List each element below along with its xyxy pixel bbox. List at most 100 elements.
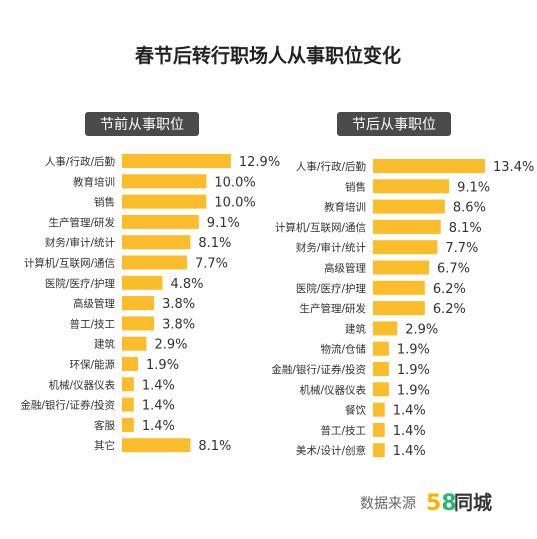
value-label: 1.4% [393,404,426,419]
bar [373,159,486,173]
brand-text: 同城 [454,491,492,514]
panel-after-header: 节后从事职位 [352,117,436,133]
category-label: 客服 [94,419,115,432]
category-label: 人事/行政/后勤 [296,160,366,173]
bar [122,377,134,392]
category-label: 销售 [94,196,115,209]
bar [373,341,389,356]
category-label: 建筑 [94,338,115,351]
value-label: 1.4% [142,419,175,434]
value-label: 1.4% [393,424,426,439]
value-label: 9.1% [457,180,490,195]
bar [122,255,187,270]
bar [122,316,155,331]
bar [122,174,207,189]
category-label: 计算机/互联网/通信 [275,221,366,234]
category-label: 物流/仓储 [320,343,366,356]
value-label: 1.4% [393,444,426,459]
value-label: 1.9% [146,358,179,373]
category-label: 餐饮 [345,404,366,417]
category-label: 医院/医疗/护理 [45,277,116,290]
value-label: 1.9% [397,383,430,398]
panel-before-header: 节前从事职位 [100,116,184,133]
value-label: 6.7% [437,262,470,277]
category-label: 普工/技工 [320,424,366,437]
value-label: 8.1% [449,221,482,236]
value-label: 1.9% [397,343,430,358]
category-label: 计算机/互联网/通信 [24,257,115,270]
bar [373,362,389,376]
panel-before-header-bg [85,112,199,136]
bar [373,260,430,275]
bar [373,443,385,458]
value-label: 2.9% [405,322,438,337]
panel-after-bars: 人事/行政/后勤 13.4% 销售 9.1% 教育培训 8.6% 计算机/互联网/通信 8.1… [271,159,534,459]
category-label: 人事/行政/后勤 [45,155,115,168]
bar [373,179,450,194]
chart-title: 春节后转行职场人从事职位变化 [135,44,401,67]
value-label: 12.9% [239,155,280,170]
category-label: 机械/仪器仪表 [48,378,115,391]
category-label: 教育培训 [73,175,115,188]
category-label: 普工/技工 [69,317,115,330]
bar [122,357,139,371]
bar [373,301,425,316]
value-label: 9.1% [207,216,240,231]
category-label: 美术/设计/创意 [296,444,366,457]
bar [122,397,134,412]
panel-before-bars: 人事/行政/后勤 12.9% 教育培训 10.0% 销售 10.0% 生产管理/研发 9.1%… [20,154,280,454]
value-label: 7.7% [445,241,478,256]
bar [122,154,231,168]
bar [122,417,134,432]
bar [373,422,385,437]
category-label: 金融/银行/证券/投资 [271,363,366,376]
bar [122,194,207,209]
value-label: 7.7% [195,257,228,272]
bar [373,402,385,417]
panel-after: 节后从事职位 人事/行政/后勤 13.4% 销售 9.1% 教育培训 8.6% 计算机/互联… [271,112,534,459]
source-label: 数据来源 [360,496,416,512]
value-label: 1.4% [142,378,175,393]
category-label: 教育培训 [324,201,366,214]
category-label: 生产管理/研发 [48,216,115,229]
value-label: 1.9% [397,363,430,378]
bar [373,240,438,255]
bar [122,235,191,250]
value-label: 8.1% [198,236,231,251]
category-label: 财务/审计/统计 [296,241,367,254]
bar [373,382,389,397]
category-label: 销售 [345,180,366,193]
category-label: 建筑 [345,322,366,335]
bar [373,280,425,295]
category-label: 机械/仪器仪表 [299,383,366,396]
bar [122,275,163,290]
bar [122,438,191,453]
value-label: 3.8% [162,297,195,312]
value-label: 10.0% [214,196,255,211]
brand-logo-58: 58 同城 [426,491,492,516]
bar [122,336,147,351]
bar [122,214,199,229]
bar [122,296,155,311]
source-footer: 数据来源 58 同城 [360,491,492,516]
value-label: 10.0% [214,175,255,190]
brand-number: 58 [426,491,457,516]
category-label: 其它 [94,439,115,452]
category-label: 金融/银行/证券/投资 [20,399,115,412]
value-label: 8.1% [198,439,231,454]
value-label: 3.8% [162,317,195,332]
category-label: 高级管理 [73,297,115,310]
value-label: 13.4% [493,160,534,175]
category-label: 环保/能源 [69,358,115,371]
category-label: 高级管理 [324,262,366,275]
value-label: 4.8% [171,277,204,292]
category-label: 医院/医疗/护理 [296,282,367,295]
category-label: 生产管理/研发 [299,302,366,315]
panel-before: 节前从事职位 人事/行政/后勤 12.9% 教育培训 10.0% 销售 10.0% 生产管理… [20,112,280,454]
value-label: 6.2% [433,302,466,317]
panel-after-header-bg [337,112,451,136]
value-label: 8.6% [453,201,486,216]
value-label: 6.2% [433,282,466,297]
value-label: 1.4% [142,399,175,414]
